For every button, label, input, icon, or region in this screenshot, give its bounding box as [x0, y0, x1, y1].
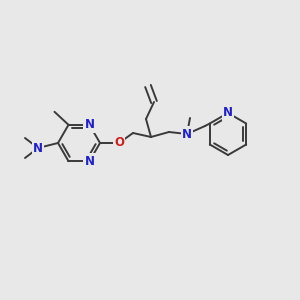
Text: O: O [114, 136, 124, 149]
Text: N: N [182, 128, 192, 140]
Text: N: N [223, 106, 233, 119]
Text: N: N [33, 142, 43, 154]
Text: N: N [85, 118, 94, 131]
Text: N: N [85, 155, 94, 168]
